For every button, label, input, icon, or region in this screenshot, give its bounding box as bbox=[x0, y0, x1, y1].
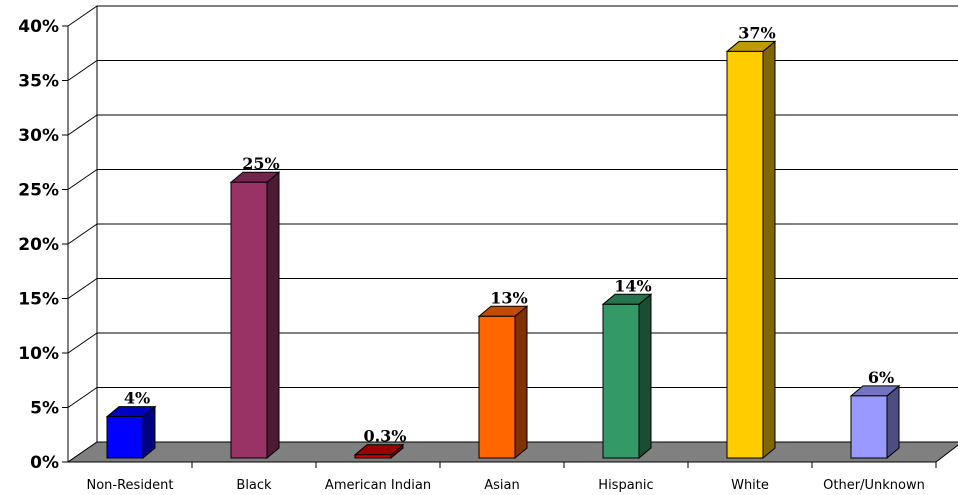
labels: 0% 5% 10% 15% 20% 25% 30% 35% 40% 4% Non-Resident 2… bbox=[18, 17, 925, 493]
bar-black bbox=[229, 171, 281, 460]
bar-front bbox=[850, 395, 888, 459]
bar-american-indian bbox=[353, 443, 405, 460]
y-tick-label: 30% bbox=[18, 126, 59, 146]
bar-side bbox=[266, 171, 280, 460]
bar-front bbox=[602, 303, 640, 459]
axes bbox=[62, 6, 937, 468]
bar-side bbox=[886, 384, 900, 460]
y-tick-label: 10% bbox=[18, 344, 59, 364]
data-label: 14% bbox=[614, 276, 651, 295]
x-tick-label: White bbox=[731, 478, 769, 493]
x-tick-label: American Indian bbox=[325, 478, 431, 493]
bar-side bbox=[514, 305, 528, 460]
y-tick-label: 40% bbox=[18, 17, 59, 37]
bar-side bbox=[638, 293, 652, 460]
data-label: 37% bbox=[738, 23, 775, 42]
side-wall-line bbox=[67, 60, 98, 81]
x-tick-label: Non-Resident bbox=[86, 478, 173, 493]
data-label: 0.3% bbox=[363, 427, 406, 446]
y-tick-label: 15% bbox=[18, 290, 59, 310]
side-wall-line bbox=[67, 5, 98, 27]
y-tick-label: 20% bbox=[18, 235, 59, 255]
y-tick-label: 35% bbox=[18, 72, 59, 92]
side-wall-line bbox=[67, 278, 98, 299]
data-label: 25% bbox=[242, 154, 279, 173]
bars bbox=[105, 40, 901, 460]
bar-non-resident bbox=[105, 405, 157, 460]
bar-front bbox=[726, 50, 764, 459]
y-tick-label: 0% bbox=[30, 453, 59, 473]
data-label: 13% bbox=[490, 288, 527, 307]
y-tick-label: 25% bbox=[18, 181, 59, 201]
x-tick-label: Hispanic bbox=[598, 478, 653, 493]
bar-side bbox=[762, 40, 776, 460]
y-tick-label: 5% bbox=[30, 399, 59, 419]
bar-hispanic bbox=[601, 293, 653, 460]
bar-front bbox=[106, 416, 144, 459]
data-label: 6% bbox=[868, 368, 894, 387]
bar-front bbox=[230, 181, 268, 459]
bar-white bbox=[725, 40, 777, 460]
side-wall-line bbox=[67, 223, 98, 245]
side-wall-line bbox=[67, 169, 98, 190]
side-wall-line bbox=[67, 332, 98, 354]
x-tick-label: Black bbox=[236, 478, 272, 493]
x-tick-label: Other/Unknown bbox=[823, 478, 925, 493]
x-tick-label: Asian bbox=[484, 478, 519, 493]
bar-asian bbox=[477, 305, 529, 460]
bar-other-unknown bbox=[849, 384, 901, 460]
data-label: 4% bbox=[124, 389, 150, 408]
side-wall-line bbox=[67, 387, 98, 408]
bar-front bbox=[354, 454, 392, 459]
bar-front bbox=[478, 315, 516, 459]
side-wall-line bbox=[67, 114, 98, 136]
